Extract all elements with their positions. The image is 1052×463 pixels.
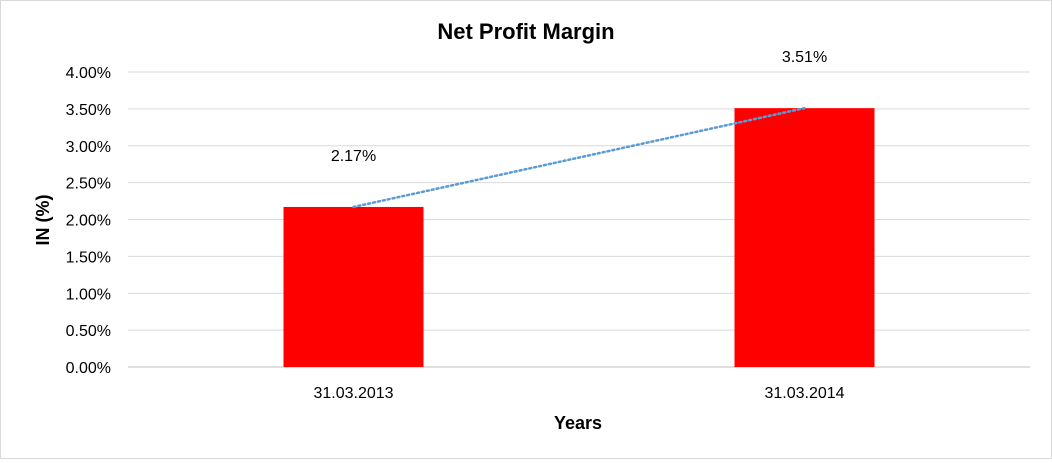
chart-title: Net Profit Margin xyxy=(437,19,614,44)
data-label: 2.17% xyxy=(331,148,376,165)
y-tick-label: 2.50% xyxy=(66,176,111,193)
bars xyxy=(283,108,875,367)
y-axis-title: IN (%) xyxy=(33,195,53,246)
x-tick-label: 31.03.2013 xyxy=(313,385,393,402)
trendline-line xyxy=(352,106,806,209)
y-tick-label: 3.00% xyxy=(66,139,111,156)
data-label: 3.51% xyxy=(782,49,827,66)
y-tick-label: 4.00% xyxy=(66,65,111,82)
y-tick-label: 3.50% xyxy=(66,102,111,119)
y-tick-label: 2.00% xyxy=(66,213,111,230)
trendline xyxy=(352,106,806,209)
x-axis-title: Years xyxy=(554,413,602,433)
bar xyxy=(283,206,424,367)
data-labels: 2.17% 3.51% xyxy=(331,49,827,165)
y-axis-ticks: 0.00% 0.50% 1.00% 1.50% 2.00% 2.50% 3.00% 3.50%… xyxy=(66,65,111,377)
gridlines xyxy=(128,71,1030,368)
y-tick-label: 1.00% xyxy=(66,286,111,303)
y-tick-label: 0.50% xyxy=(66,323,111,340)
x-axis-ticks: 31.03.2013 31.03.2014 xyxy=(313,385,844,402)
y-tick-label: 0.00% xyxy=(66,360,111,377)
x-tick-label: 31.03.2014 xyxy=(764,385,844,402)
bar xyxy=(734,108,875,367)
y-tick-label: 1.50% xyxy=(66,249,111,266)
